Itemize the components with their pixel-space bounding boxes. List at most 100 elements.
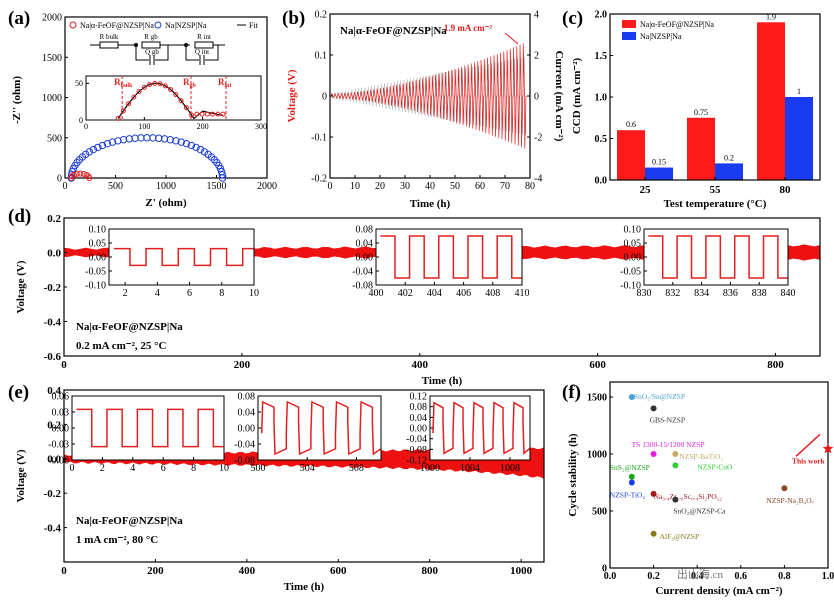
circuit-wire bbox=[135, 45, 219, 61]
legend: Na|α-FeOF@NZSP|Na Na|NZSP|Na bbox=[622, 20, 714, 41]
data-point-nzsp bbox=[108, 138, 117, 146]
y-tick-label: -0.10 bbox=[85, 281, 106, 292]
y-tick-label: -0.2 bbox=[311, 174, 327, 185]
x-tick-label: 2 bbox=[123, 288, 128, 299]
y-tick-label: 0.00 bbox=[410, 424, 428, 435]
data-point-feof bbox=[80, 170, 87, 177]
inset-data-point bbox=[168, 87, 174, 93]
bar-value-label: 0.75 bbox=[694, 108, 708, 117]
y-tick-label: 0.10 bbox=[624, 225, 642, 236]
x-tick-label: 1008 bbox=[500, 463, 520, 474]
marker-label: Rbulk bbox=[114, 77, 133, 89]
inset-data-point bbox=[152, 80, 158, 86]
y-axis-title: Voltage (V) bbox=[286, 69, 298, 122]
y-tick-label: 1.0 bbox=[595, 93, 608, 104]
y-tick-label: 0.10 bbox=[89, 225, 107, 236]
data-point-nzsp bbox=[89, 145, 98, 154]
inset-data-point bbox=[147, 82, 153, 88]
inset-voltage-profile: 2 4 6 8 10 -0.10 -0.05 0.00 0.05 0.10 bbox=[85, 225, 259, 300]
bar-value-label: 1 bbox=[797, 87, 801, 96]
y-tick-label: -0.05 bbox=[620, 267, 641, 278]
y-tick-label: 1.5 bbox=[595, 51, 608, 62]
x-tick-label: 832 bbox=[665, 288, 680, 299]
x-tick-label: 834 bbox=[694, 288, 709, 299]
inset-bg bbox=[86, 76, 261, 120]
data-point-nzsp bbox=[196, 145, 205, 154]
y-tick-label: 2.0 bbox=[595, 10, 608, 21]
inset-data-point bbox=[215, 111, 221, 117]
y-tick-label: 0.00 bbox=[89, 253, 107, 264]
y-axis-title: CCD (mA cm⁻²) bbox=[571, 58, 583, 135]
data-point-nzsp bbox=[94, 143, 102, 152]
inset-data-point bbox=[183, 105, 189, 111]
x-tick-label: 838 bbox=[752, 288, 767, 299]
x-tick-label: 830 bbox=[637, 288, 652, 299]
panel-f: 0.0 0.2 0.4 0.6 0.8 1.0 0 500 1000 1500 Current de… bbox=[567, 381, 834, 597]
panel-d: 0 200 400 600 800 -0.6 -0.4 -0.2 0.0 0.2 Time (h) V… bbox=[15, 213, 821, 387]
condition-text: Na|α-FeOF@NZSP|Na bbox=[76, 515, 183, 527]
x-tick-label: 60 bbox=[475, 181, 485, 192]
x-tick-label: 200 bbox=[234, 359, 251, 371]
panel-e: 0 200 400 600 800 1000 -0.4 -0.2 0.0 0.2 0.4 Time (… bbox=[15, 385, 545, 593]
legend-label: Na|NZSP|Na bbox=[640, 32, 682, 41]
y-tick-label: -0.4 bbox=[44, 316, 62, 328]
point-label: NZSP-CuO bbox=[697, 462, 733, 471]
resistor bbox=[99, 41, 119, 49]
bar-value-label: 1.9 bbox=[766, 12, 776, 21]
bar-value-label: 0.2 bbox=[724, 153, 734, 162]
panel-label: (e) bbox=[8, 382, 29, 403]
y-tick-label: 0.08 bbox=[356, 225, 374, 236]
y-tick-label: 0.5 bbox=[595, 134, 608, 145]
x-tick-label: 10 bbox=[350, 181, 360, 192]
condition-text: Na|α-FeOF@NZSP|Na bbox=[76, 321, 183, 333]
bar bbox=[785, 97, 813, 180]
x-tick-label: 1.0 bbox=[822, 571, 834, 582]
y-tick-label: 1500 bbox=[587, 393, 607, 404]
panel-label: (b) bbox=[282, 8, 305, 29]
y-tick-label: -0.06 bbox=[48, 456, 69, 467]
point-label: SnO₂@NZSP-Ca bbox=[673, 507, 726, 516]
y-tick-label: 0 bbox=[322, 92, 327, 103]
data-point-nzsp bbox=[114, 137, 122, 145]
y-tick-label: -0.04 bbox=[352, 267, 373, 278]
y-tick-label: 0.05 bbox=[89, 239, 107, 250]
x-tick-label: 1000 bbox=[510, 565, 533, 577]
y-tick-label: -0.08 bbox=[234, 456, 255, 467]
y-tick-label: 2000 bbox=[42, 13, 62, 24]
y-tick-label: -0.2 bbox=[44, 488, 62, 500]
data-point-nzsp bbox=[192, 143, 200, 152]
data-point-nzsp bbox=[119, 136, 128, 144]
x-tick-label: 20 bbox=[375, 181, 385, 192]
y-right-tick-label: 4 bbox=[534, 10, 539, 21]
y-right-tick-label: 0 bbox=[534, 92, 539, 103]
x-tick-label: 4 bbox=[130, 463, 135, 474]
data-point bbox=[781, 485, 788, 492]
y-right-tick-label: 2 bbox=[534, 51, 539, 62]
x-tick-label: 8 bbox=[191, 463, 196, 474]
inset-nyquist: 0 100 200 300 0 50 Rbulk Rgb Rint bbox=[75, 75, 267, 131]
x-tick-label: 1000 bbox=[156, 181, 176, 192]
x-tick-label: 80 bbox=[525, 181, 535, 192]
circuit-label: Q gb bbox=[145, 48, 159, 56]
node bbox=[134, 43, 138, 47]
x-tick-label: 100 bbox=[138, 122, 150, 131]
data-point bbox=[628, 473, 635, 480]
x-tick-label: 508 bbox=[349, 463, 364, 474]
y-tick-label: 50 bbox=[75, 79, 83, 88]
x-tick-label: 0 bbox=[61, 359, 67, 371]
x-tick-label: 402 bbox=[398, 288, 413, 299]
legend-label: Na|α-FeOF@NZSP|Na bbox=[640, 20, 714, 29]
y-tick-label: -0.08 bbox=[352, 281, 373, 292]
circuit-label: Q int bbox=[195, 48, 209, 56]
legend-label: Na|NZSP|Na bbox=[165, 21, 207, 30]
bar-value-label: 0.6 bbox=[626, 120, 636, 129]
data-point bbox=[628, 479, 635, 486]
legend: Na|α-FeOF@NZSP|Na Na|NZSP|Na Fit bbox=[69, 21, 259, 30]
y-tick-label: 0.0 bbox=[47, 247, 61, 259]
voltage-trace bbox=[76, 408, 224, 448]
y-axis-title: Voltage (V) bbox=[15, 260, 27, 313]
data-point-feof bbox=[70, 171, 77, 178]
data-point bbox=[650, 451, 657, 457]
equivalent-circuit: R bulk R gb R int Q gb Q int bbox=[90, 33, 225, 65]
